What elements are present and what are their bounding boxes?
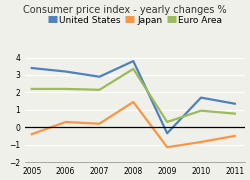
Text: Consumer price index - yearly changes %: Consumer price index - yearly changes % (23, 5, 227, 15)
Legend: United States, Japan, Euro Area: United States, Japan, Euro Area (44, 12, 226, 28)
